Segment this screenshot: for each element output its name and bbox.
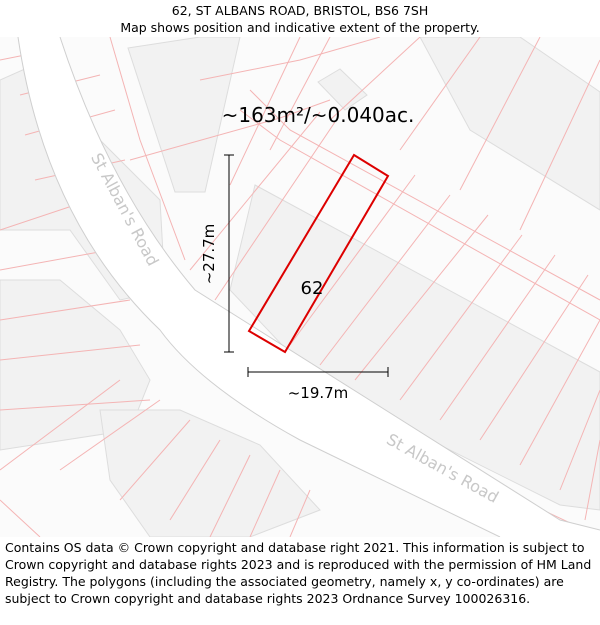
building	[127, 37, 241, 193]
parcel-line	[584, 439, 600, 521]
parcel-line	[119, 419, 191, 501]
plot-number-label: 62	[301, 278, 324, 299]
parcel-line	[479, 274, 589, 441]
parcel-line	[229, 37, 301, 186]
parcel-line	[0, 299, 131, 321]
property-boundary[interactable]	[247, 153, 390, 354]
parcel-line	[249, 469, 281, 537]
parcel-line	[0, 399, 151, 411]
property-address-title: 62, ST ALBANS ROAD, BRISTOL, BS6 7SH	[171, 3, 429, 18]
parcel-line	[189, 111, 321, 271]
parcel-line	[249, 89, 600, 301]
parcel-line	[354, 214, 489, 381]
parcel-line	[109, 37, 186, 261]
road-st-albans	[17, 37, 600, 537]
parcel-line	[209, 454, 251, 537]
parcel-line	[329, 37, 421, 121]
parcel-line	[289, 489, 311, 537]
map-canvas: St Alban's Road St Alban's Road 62 ~163m…	[0, 37, 600, 537]
building	[317, 68, 368, 111]
map-subtitle: Map shows position and indicative extent…	[120, 20, 480, 35]
parcel-line	[289, 174, 416, 346]
road-surface	[18, 37, 600, 537]
copyright-notice: Contains OS data © Crown copyright and d…	[5, 540, 592, 606]
building	[229, 184, 600, 511]
parcel-line	[399, 234, 523, 401]
parcel-line	[199, 37, 381, 81]
width-dimension	[247, 367, 389, 377]
parcel-line	[59, 399, 161, 471]
parcel-line	[399, 37, 481, 151]
parcel-line	[0, 379, 121, 471]
property-map[interactable]: St Alban's Road St Alban's Road 62 ~163m…	[0, 37, 600, 537]
height-dimension	[224, 154, 234, 353]
parcel-line	[559, 389, 600, 491]
parcel-line	[519, 59, 600, 231]
parcel-line	[129, 99, 331, 161]
parcel-line	[459, 37, 541, 191]
parcel-line	[269, 37, 331, 151]
area-label: ~163m²/~0.040ac.	[222, 103, 415, 127]
parcel-line	[0, 344, 141, 361]
width-dimension-label: ~19.7m	[288, 384, 349, 402]
map-header: 62, ST ALBANS ROAD, BRISTOL, BS6 7SH Map…	[0, 0, 600, 37]
parcel-boundaries	[0, 37, 600, 537]
road-edge	[59, 37, 600, 531]
building	[99, 409, 321, 537]
parcel-line	[239, 109, 600, 321]
height-dimension-label: ~27.7m	[200, 224, 218, 285]
parcel-line	[439, 254, 556, 421]
road-edge	[17, 37, 501, 537]
parcel-line	[169, 439, 221, 521]
parcel-line	[214, 121, 336, 301]
parcel-line	[0, 499, 41, 537]
parcel-line	[319, 194, 451, 366]
parcel-line	[519, 319, 600, 466]
parcel-line	[0, 249, 111, 271]
building	[419, 37, 600, 211]
